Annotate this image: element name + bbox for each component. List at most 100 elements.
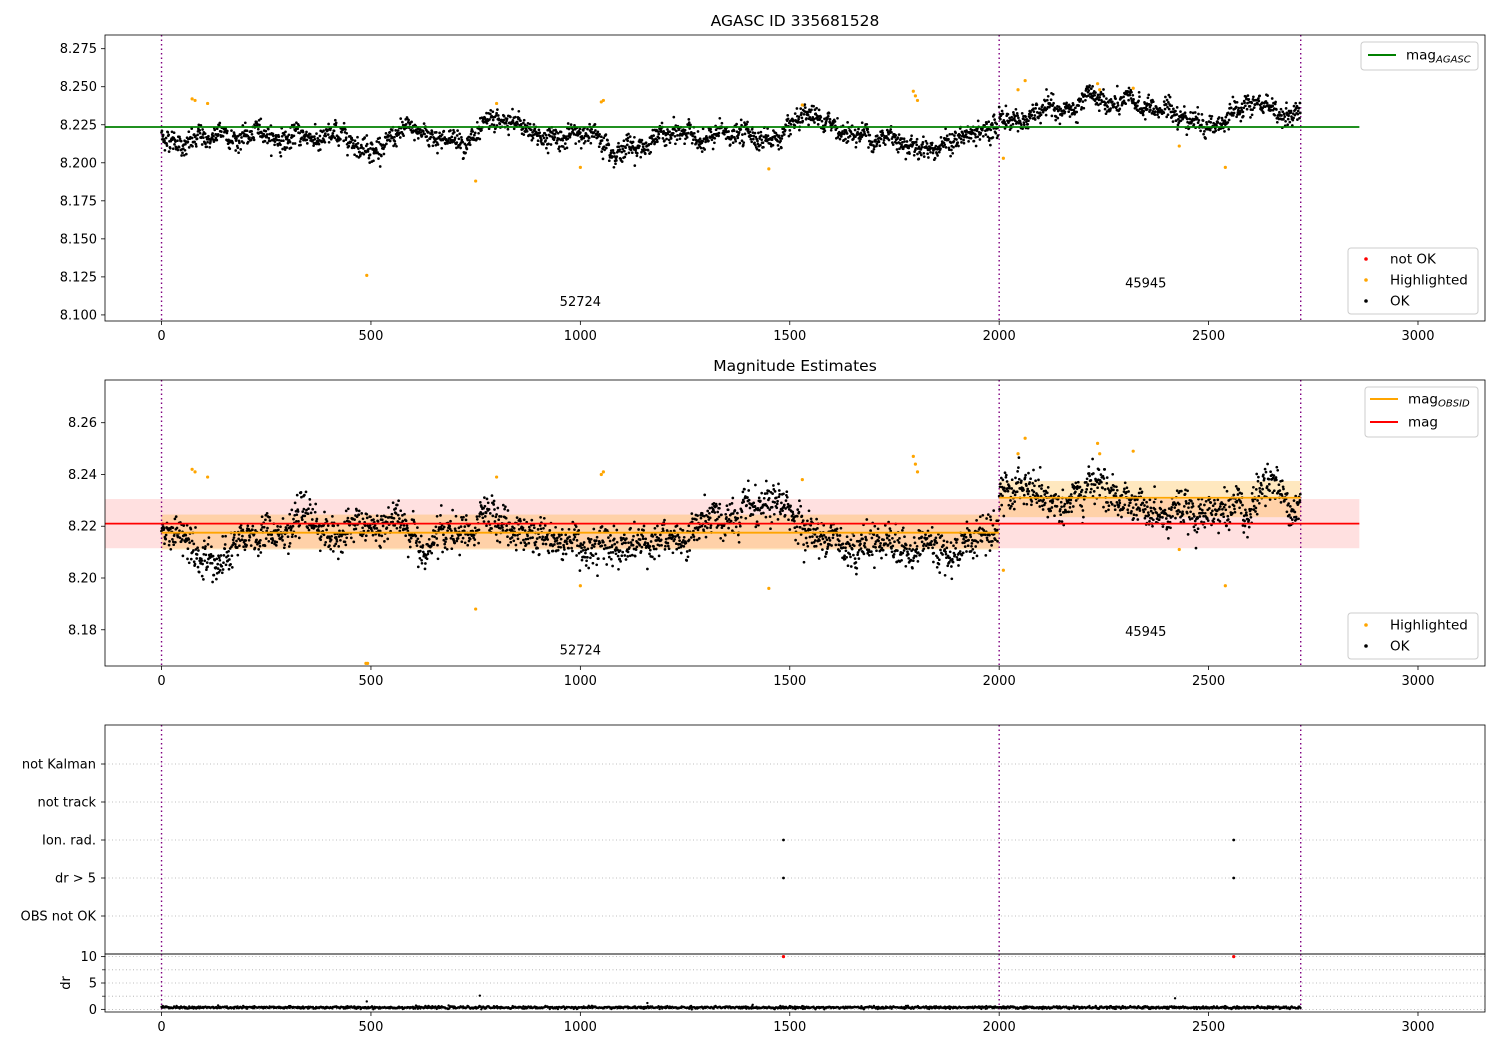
- ok-point: [747, 489, 751, 492]
- ok-point: [552, 138, 556, 142]
- ok-point: [873, 542, 877, 546]
- ok-point: [538, 131, 542, 135]
- ok-point: [1073, 112, 1076, 116]
- ok-point: [1015, 120, 1019, 124]
- ok-point: [553, 136, 557, 139]
- ok-point: [259, 528, 263, 532]
- ok-point: [591, 554, 595, 558]
- ok-point: [398, 526, 402, 529]
- ok-point: [931, 151, 935, 155]
- ok-point: [265, 529, 269, 533]
- ok-point: [755, 147, 759, 151]
- ok-point: [713, 141, 716, 145]
- ok-point: [296, 510, 300, 513]
- ok-point: [490, 494, 494, 497]
- ok-point: [332, 524, 336, 528]
- ok-point: [617, 567, 620, 571]
- ok-point: [976, 119, 980, 123]
- ok-point: [943, 573, 947, 577]
- ok-point: [571, 549, 574, 553]
- ok-point: [931, 546, 934, 550]
- ok-point: [250, 132, 254, 136]
- ok-point: [674, 129, 678, 133]
- ok-point: [308, 503, 312, 506]
- ok-point: [1016, 114, 1019, 117]
- ok-point: [506, 127, 510, 131]
- x-tick-label: 1000: [564, 329, 597, 344]
- ok-point: [1024, 115, 1027, 119]
- ok-point: [846, 121, 849, 124]
- ok-point: [507, 133, 511, 137]
- ok-point: [660, 543, 663, 547]
- ok-point: [361, 526, 364, 530]
- ok-point: [492, 123, 496, 127]
- ok-point: [1153, 113, 1157, 116]
- ok-point: [303, 493, 306, 497]
- ok-point: [215, 127, 219, 131]
- ok-point: [786, 117, 790, 121]
- ok-point: [952, 145, 955, 149]
- ok-point: [305, 508, 308, 512]
- highlighted-point: [1023, 79, 1027, 83]
- ok-point: [780, 134, 784, 138]
- ok-point: [732, 129, 736, 133]
- ok-point: [515, 516, 519, 519]
- ok-point: [478, 501, 482, 504]
- ok-point: [496, 506, 500, 510]
- ok-point: [915, 547, 919, 551]
- ok-point: [1246, 101, 1249, 105]
- ok-point: [176, 139, 179, 143]
- ok-point: [596, 130, 600, 134]
- ok-point: [1131, 93, 1135, 97]
- ok-point: [322, 129, 325, 133]
- ok-point: [426, 139, 429, 142]
- ok-point: [791, 510, 795, 514]
- ok-point: [756, 139, 759, 143]
- ok-point: [482, 520, 486, 523]
- ok-point: [635, 151, 639, 155]
- ok-point: [207, 134, 210, 138]
- ok-point: [814, 112, 818, 116]
- ok-point: [522, 121, 525, 125]
- ok-point: [570, 541, 574, 545]
- ok-point: [952, 544, 955, 548]
- ok-point: [194, 134, 197, 138]
- ok-point: [699, 516, 703, 520]
- ok-point: [327, 140, 331, 144]
- ok-point: [315, 132, 318, 135]
- ok-point: [627, 151, 631, 155]
- ok-point: [783, 128, 787, 132]
- ok-point: [582, 541, 586, 544]
- ok-point: [834, 543, 838, 547]
- ok-point: [235, 539, 238, 543]
- ok-point: [1286, 123, 1290, 127]
- ok-point: [434, 143, 438, 147]
- ok-point: [245, 543, 248, 547]
- ok-point: [598, 132, 601, 136]
- ok-point: [173, 143, 176, 146]
- ok-point: [683, 142, 686, 146]
- ok-point: [201, 546, 205, 549]
- ok-point: [198, 559, 202, 563]
- ok-point: [1247, 97, 1251, 101]
- ok-point: [1020, 112, 1024, 115]
- ok-point: [309, 511, 313, 515]
- ok-point: [501, 526, 504, 529]
- ok-point: [568, 535, 571, 539]
- ok-point: [760, 138, 764, 142]
- ok-point: [737, 540, 741, 544]
- ok-point: [1244, 104, 1247, 108]
- ok-point: [969, 136, 973, 140]
- ok-point: [375, 514, 379, 518]
- ok-point: [973, 128, 977, 132]
- ok-point: [876, 527, 880, 531]
- ok-point: [787, 518, 790, 522]
- ok-point: [575, 554, 578, 557]
- ok-point: [549, 143, 553, 146]
- ok-point: [223, 543, 227, 546]
- ok-point: [1030, 113, 1034, 117]
- ok-point: [305, 138, 309, 142]
- ok-point: [1127, 98, 1130, 102]
- ok-point: [470, 127, 474, 131]
- ok-point: [865, 518, 869, 521]
